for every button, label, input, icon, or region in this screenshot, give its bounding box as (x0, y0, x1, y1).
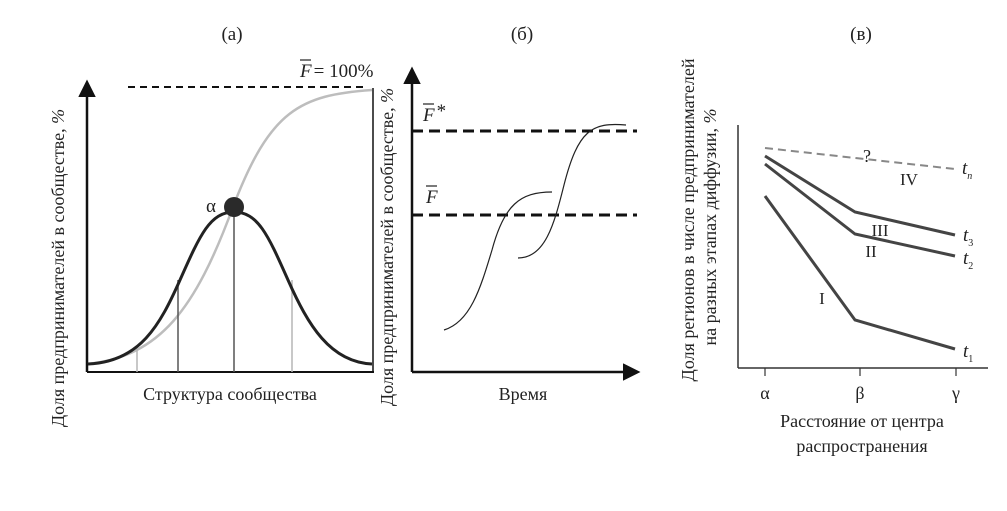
panel-c-y-axis-label-line2: на разных этапах диффузии, % (700, 108, 720, 345)
panel-b-x-axis-label: Время (499, 384, 548, 404)
panel-b-first-s-curve (443, 191, 553, 331)
panel-c-line-tn (764, 147, 956, 170)
panel-a: (а) Доля предпринимателей в сообществе, … (48, 24, 374, 427)
panel-c-series-label-tn: tn (962, 158, 972, 182)
panel-c-series-t2-sub: 2 (968, 261, 973, 272)
panel-a-reference-letter: F (299, 61, 312, 82)
panel-c-x-axis-label-line1: Расстояние от центра (780, 411, 944, 431)
panel-a-y-axis-unit: % (48, 109, 68, 124)
panel-c-tick-label-alpha: α (760, 383, 770, 403)
panel-b-y-axis-text: Доля предпринимателей в сообществе, (377, 103, 397, 406)
panel-c-series-t1-letter: t (963, 341, 969, 362)
panel-c-series-t3-sub: 3 (968, 238, 973, 249)
panel-c-tick-label-beta: β (855, 383, 864, 403)
panel-c-line-t3 (764, 154, 956, 237)
panel-c-stage-label-1: I (819, 289, 825, 308)
panel-a-reference-value: = 100% (314, 61, 374, 82)
panel-c-line-t1 (763, 195, 956, 351)
panel-b-upper-star: * (437, 101, 447, 122)
panel-c-stage-label-4: IV (900, 170, 919, 189)
panel-c-line-t2 (764, 162, 956, 258)
panel-c-series-label-t2: t2 (963, 248, 973, 272)
panel-c-series-t1-sub: 1 (968, 354, 973, 365)
panel-a-reference-label: F = 100% (299, 61, 374, 82)
panel-a-peak-label: α (206, 196, 216, 217)
panel-a-peak-marker (224, 197, 244, 217)
panel-c-stage-label-2: II (865, 242, 877, 261)
panel-a-title: (а) (221, 24, 242, 45)
panel-b-y-axis-label: Доля предпринимателей в сообществе, % (377, 88, 397, 406)
panel-b-upper-label: F * (422, 101, 446, 126)
panel-c: (в) Доля регионов в числе предпринимател… (678, 24, 988, 456)
panel-b-lower-label: F (425, 187, 438, 208)
panel-c-title: (в) (850, 24, 872, 45)
panel-a-x-axis-label: Структура сообщества (143, 384, 317, 404)
panel-a-y-axis-text: Доля предпринимателей в сообществе, (48, 124, 68, 427)
panel-c-series-label-t3: t3 (963, 225, 973, 249)
panel-b: (б) Доля предпринимателей в сообществе, … (377, 24, 641, 406)
panel-a-bell-curve (87, 210, 373, 366)
panel-c-y-axis-text: на разных этапах диффузии, (700, 123, 720, 345)
panel-c-series-t3-letter: t (963, 225, 969, 246)
panel-c-series-tn-sub: n (967, 171, 972, 182)
panel-c-y-axis-unit: % (700, 108, 720, 123)
panel-c-y-axis-label-line1: Доля регионов в числе предпринимателей (678, 58, 698, 381)
panel-c-series-t2-letter: t (963, 248, 969, 269)
panel-a-y-axis-label: Доля предпринимателей в сообществе, % (48, 109, 68, 427)
panel-c-stage-label-3: III (872, 221, 889, 240)
panel-b-upper-letter: F (422, 105, 435, 126)
panel-c-tick-label-gamma: γ (951, 383, 960, 403)
panel-c-series-label-t1: t1 (963, 341, 973, 365)
panel-b-title: (б) (511, 24, 533, 45)
panel-b-y-axis-unit: % (377, 88, 397, 103)
panel-c-x-axis-label-line2: распространения (796, 436, 927, 456)
panel-b-second-s-curve (517, 123, 627, 259)
panel-a-cumulative-curve (87, 88, 373, 366)
panel-c-question-mark: ? (863, 146, 871, 166)
panel-c-series-tn-letter: t (962, 158, 968, 179)
